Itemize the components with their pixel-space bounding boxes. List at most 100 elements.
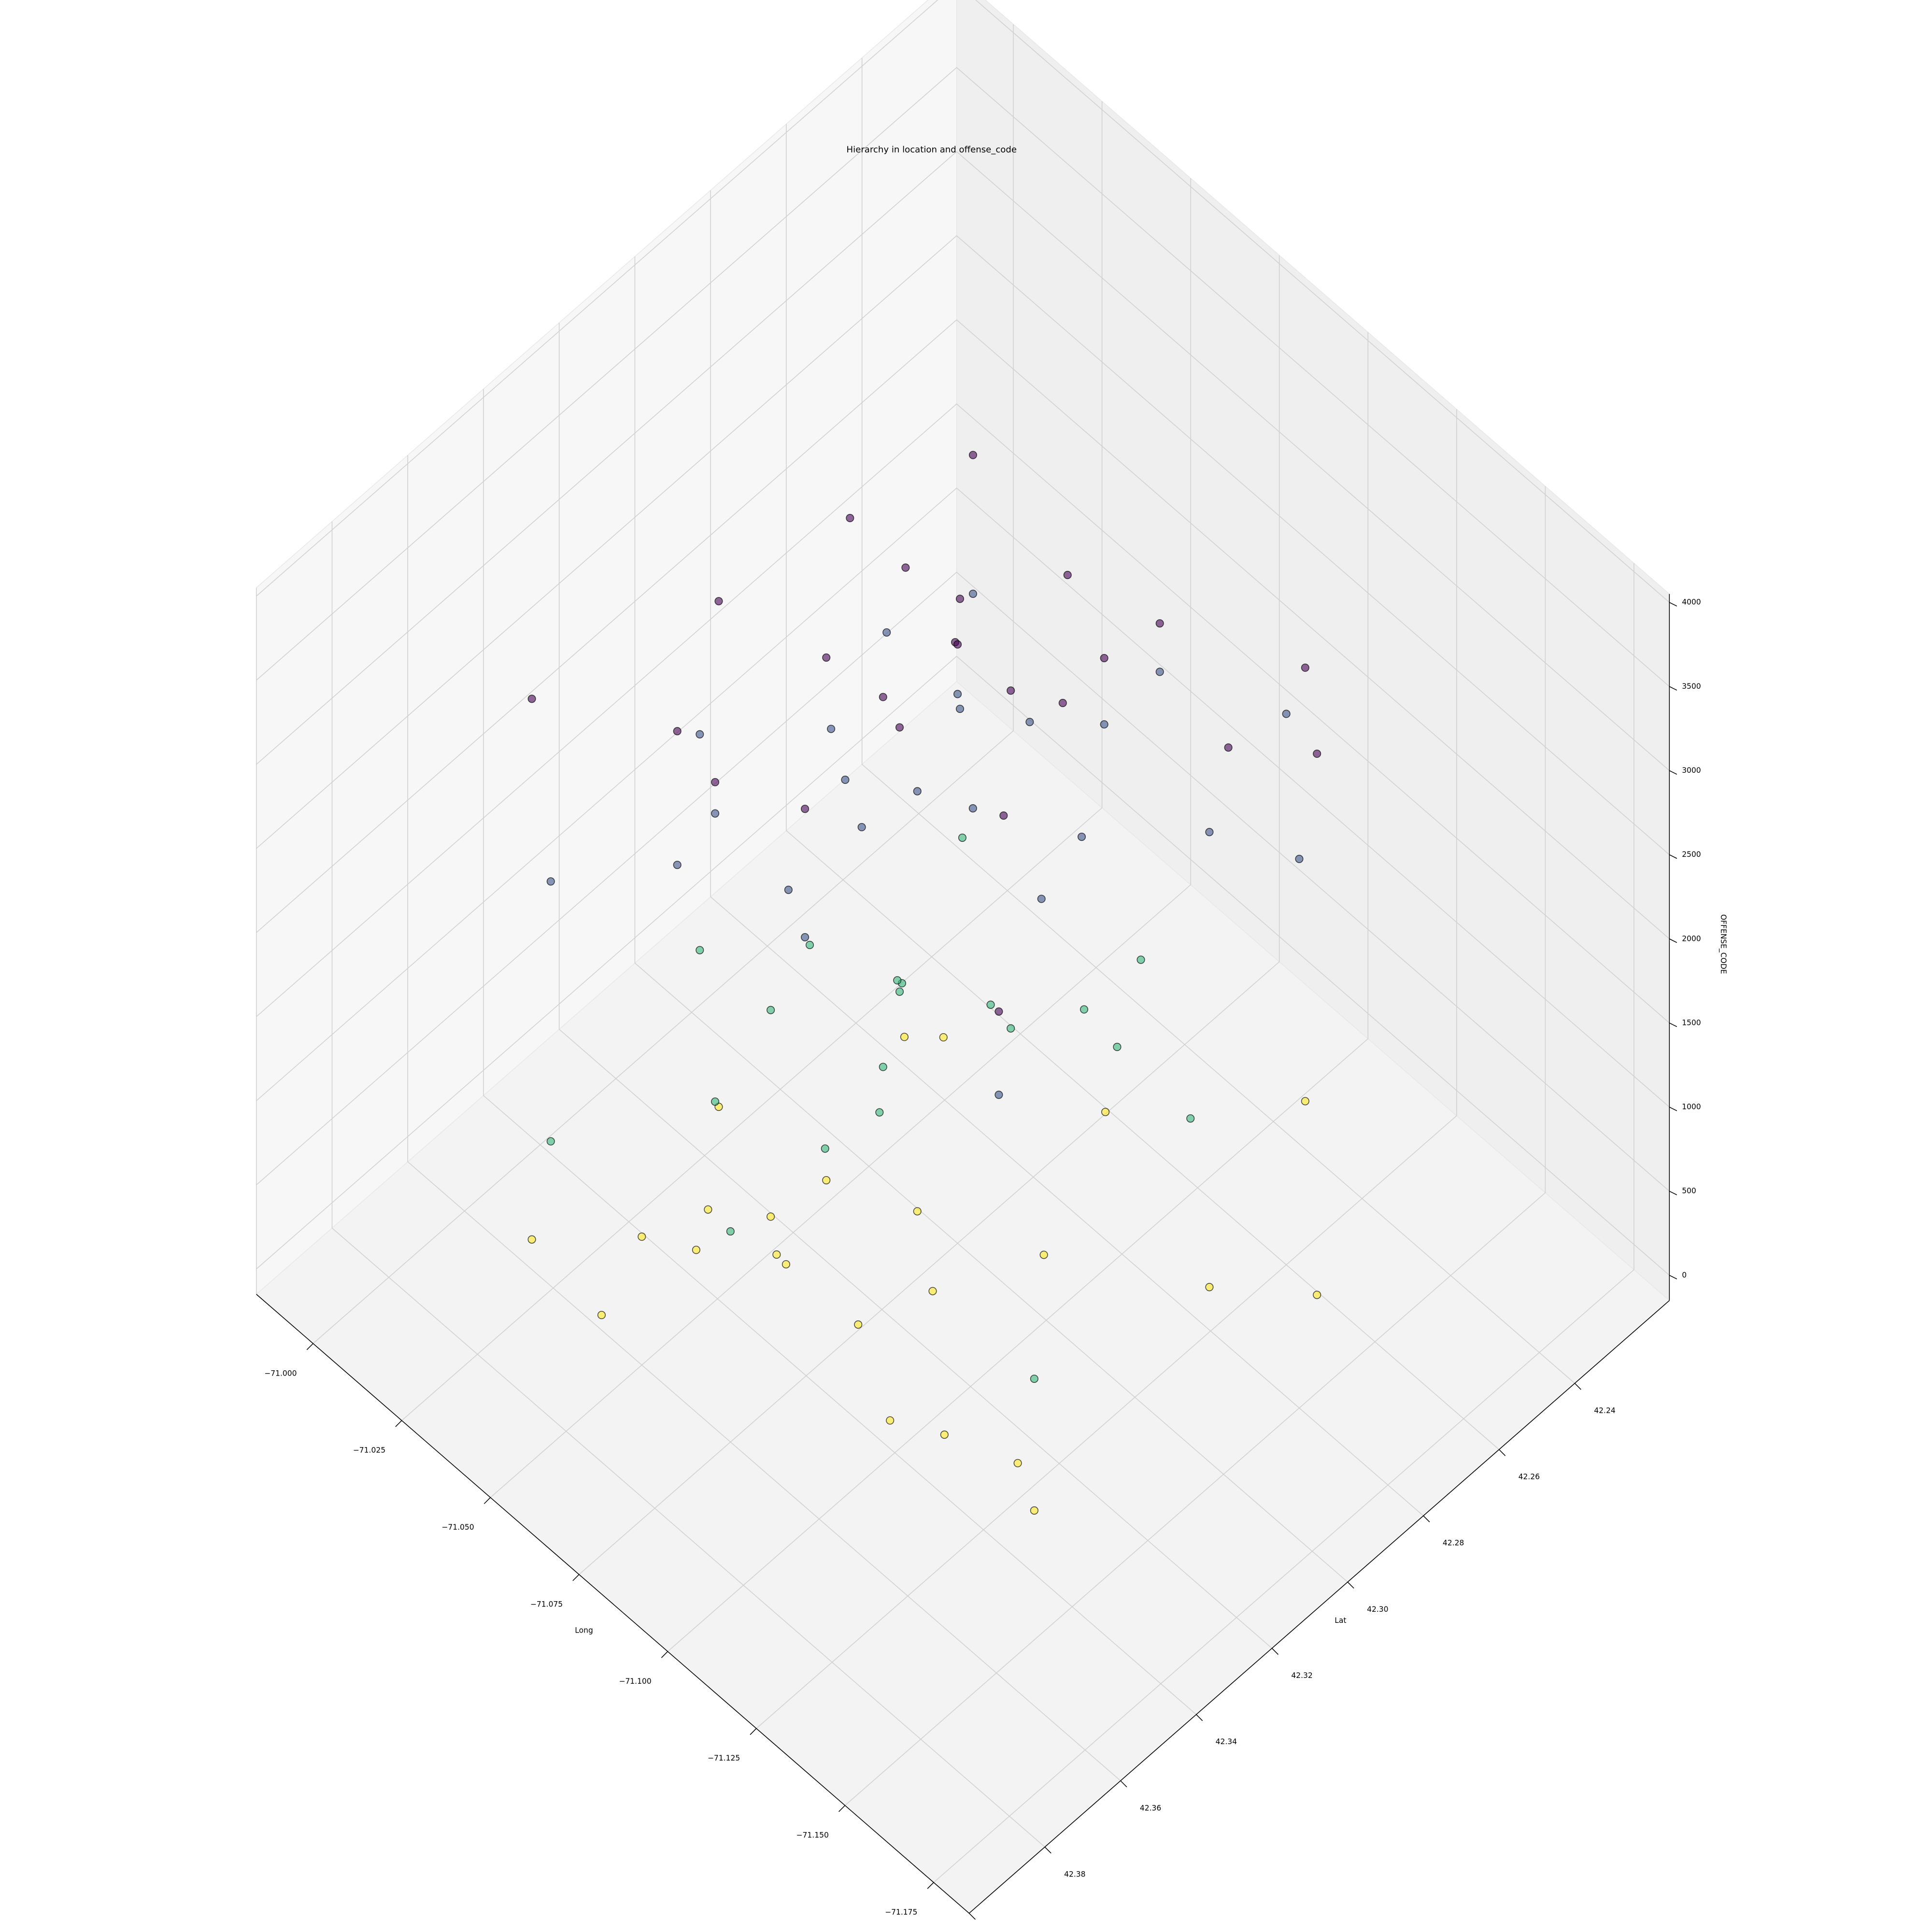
grid-line: [483, 389, 1197, 1715]
point: [638, 1232, 646, 1241]
point: [895, 723, 904, 732]
point: [1025, 718, 1034, 726]
z-tick: [1669, 602, 1677, 607]
point: [1301, 1097, 1309, 1106]
grid-line: [256, 571, 1670, 1192]
grid-line: [256, 67, 1670, 687]
x-tick-label: −71.050: [441, 1523, 474, 1532]
point: [767, 1006, 775, 1014]
point: [955, 595, 965, 603]
x-tick: [838, 1805, 846, 1812]
point: [994, 1007, 1003, 1016]
point: [772, 1250, 781, 1259]
point: [1155, 668, 1164, 676]
grid-line: [256, 0, 1670, 603]
point: [953, 690, 962, 698]
point: [895, 987, 904, 996]
point: [1077, 832, 1086, 841]
y-tick-label: 42.38: [1064, 1870, 1085, 1878]
y-tick: [1347, 1581, 1354, 1589]
point: [1100, 720, 1108, 729]
y-tick: [968, 1913, 976, 1920]
z-tick: [1669, 686, 1677, 691]
point: [1058, 698, 1067, 708]
y-tick: [1271, 1648, 1279, 1655]
point: [692, 1246, 700, 1254]
point: [527, 1235, 536, 1244]
z-tick: [1669, 1023, 1677, 1027]
point: [711, 809, 720, 818]
point: [846, 514, 854, 523]
point: [805, 940, 814, 949]
point: [955, 705, 965, 713]
point: [801, 933, 810, 941]
axis-line: [968, 1300, 1670, 1914]
y-tick: [1499, 1449, 1506, 1456]
point: [882, 628, 891, 637]
point: [1155, 619, 1164, 628]
point: [726, 1227, 735, 1236]
point: [879, 693, 887, 701]
point: [1007, 1024, 1015, 1033]
z-tick-label: 3000: [1682, 766, 1701, 775]
grid-line: [579, 255, 1280, 1575]
z-tick-label: 4000: [1682, 598, 1701, 607]
point: [781, 1260, 790, 1269]
y-tick-label: 42.36: [1140, 1804, 1161, 1812]
point: [953, 640, 962, 649]
grid-line: [256, 487, 1670, 1108]
z-tick: [1669, 1275, 1677, 1279]
y-axis-label: Lat: [1335, 1616, 1346, 1625]
y-tick: [1574, 1383, 1581, 1390]
x-tick-label: −71.125: [708, 1754, 740, 1762]
point: [546, 877, 555, 886]
point: [1205, 1283, 1214, 1292]
grid-line: [407, 455, 1121, 1781]
x-tick-label: −71.100: [619, 1677, 651, 1686]
point: [857, 823, 866, 832]
point: [968, 589, 978, 598]
point: [968, 804, 977, 813]
point: [875, 1108, 884, 1117]
point: [994, 1091, 1003, 1099]
z-tick-label: 1500: [1682, 1018, 1701, 1027]
z-tick: [1669, 938, 1677, 943]
z-tick: [1669, 854, 1677, 859]
point: [822, 1176, 831, 1185]
y-tick: [1423, 1515, 1430, 1522]
x-tick: [572, 1574, 580, 1581]
panes: [256, 0, 1670, 1914]
z-tick-label: 0: [1682, 1271, 1687, 1279]
y-tick-label: 42.32: [1291, 1671, 1312, 1680]
z-tick-label: 3500: [1682, 682, 1701, 691]
x-tick: [483, 1497, 491, 1504]
point: [1037, 895, 1046, 903]
z-tick-label: 2000: [1682, 934, 1701, 943]
point: [886, 1416, 895, 1425]
chart-title: Hierarchy in location and offense_code: [847, 145, 1017, 155]
point: [1205, 828, 1214, 837]
point: [704, 1205, 712, 1214]
y-tick-label: 42.34: [1216, 1737, 1237, 1746]
point: [597, 1311, 606, 1320]
grid-line: [313, 24, 1014, 1344]
point: [1013, 1459, 1022, 1467]
y-tick: [1044, 1847, 1051, 1854]
grid-line: [844, 486, 1546, 1806]
grid-line: [558, 323, 1272, 1649]
point: [711, 1097, 720, 1106]
grid-line: [933, 563, 1634, 1883]
grid-line: [256, 235, 1670, 855]
x-tick-label: −71.000: [264, 1369, 297, 1378]
point: [841, 775, 850, 784]
point: [901, 563, 910, 572]
grid-line: [710, 190, 1424, 1516]
point: [1101, 1108, 1110, 1116]
grid-line: [401, 101, 1103, 1421]
x-tick-label: −71.075: [530, 1600, 563, 1608]
axes: −71.000 −71.025 −71.050 −71.075 −71.100 −71.1…: [256, 594, 1701, 1920]
x-tick-label: −71.025: [353, 1446, 385, 1455]
x-tick: [661, 1651, 668, 1658]
point: [968, 451, 978, 459]
point: [900, 1033, 909, 1041]
